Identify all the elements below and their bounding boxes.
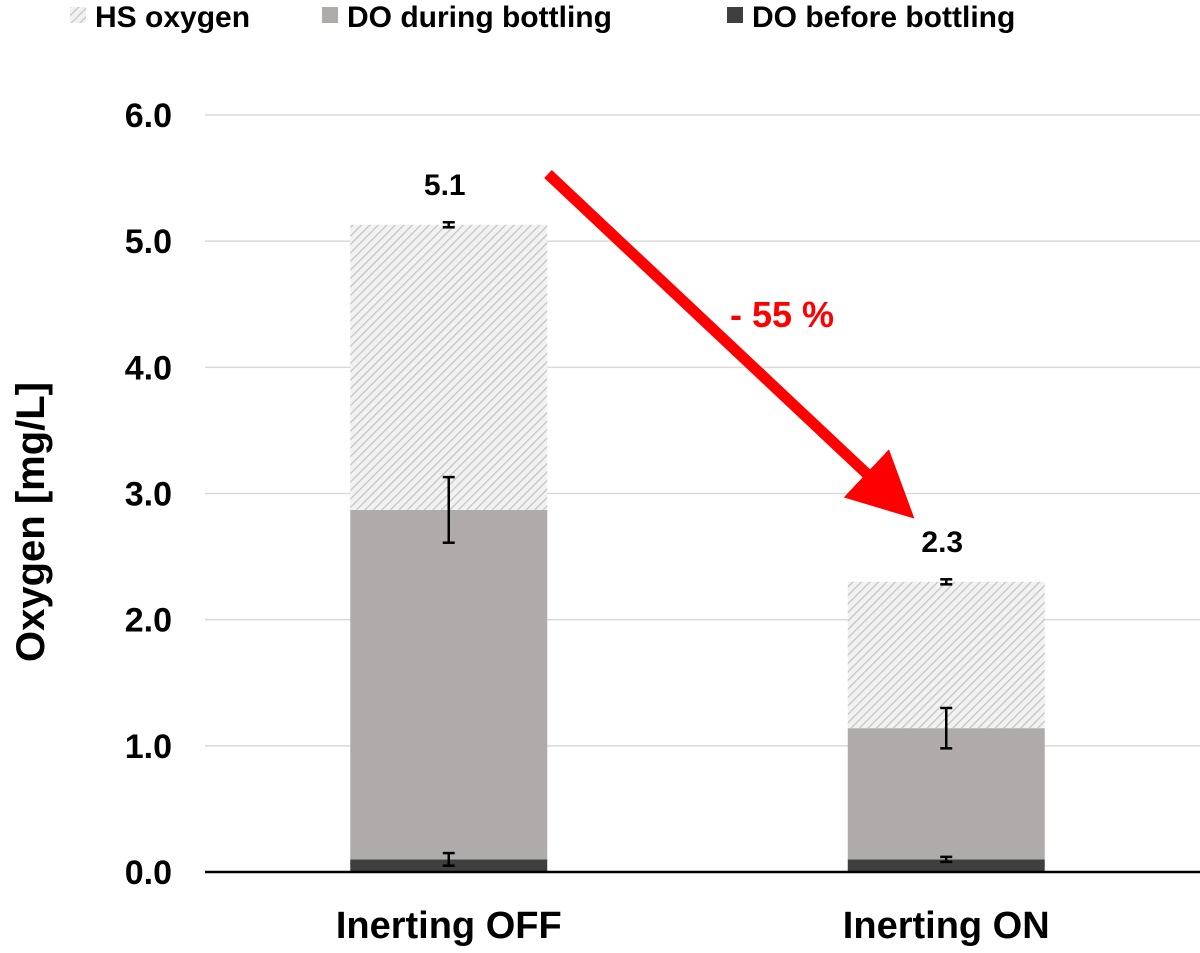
legend: HS oxygen DO during bottling DO before bot…	[70, 1, 1015, 34]
bar-segment-hs-oxygen	[847, 581, 1045, 729]
x-category-label: Inerting OFF	[336, 905, 562, 947]
y-tick-label: 0.0	[125, 854, 172, 892]
y-axis-label: Oxygen [mg/L]	[9, 382, 53, 662]
y-axis-ticks: 0.0 1.0 2.0 3.0 4.0 5.0 6.0	[125, 97, 172, 892]
y-tick-label: 6.0	[125, 97, 172, 135]
y-tick-label: 4.0	[125, 349, 172, 387]
error-bar-do-during-bottling	[442, 475, 455, 544]
legend-label: DO before bottling	[752, 1, 1015, 34]
total-label: 2.3	[921, 526, 963, 559]
bar-segment-do-during-bottling	[350, 509, 548, 860]
total-label: 5.1	[424, 169, 466, 202]
total-labels: 5.1 2.3	[424, 169, 963, 559]
legend-item-do-before-bottling: DO before bottling	[727, 1, 1015, 34]
error-bar-do-before-bottling	[940, 855, 953, 864]
y-tick-label: 5.0	[125, 223, 172, 261]
y-tick-label: 1.0	[125, 728, 172, 766]
bar-segment-hs-oxygen	[350, 224, 548, 510]
error-bar-do-during-bottling	[940, 706, 953, 750]
error-bar-hs-oxygen	[940, 578, 953, 586]
reduction-arrow	[544, 169, 915, 519]
legend-swatch	[727, 7, 743, 23]
y-tick-label: 2.0	[125, 602, 172, 640]
legend-swatch	[322, 7, 338, 23]
bar-segment-do-before-bottling	[847, 859, 1045, 872]
x-category-label: Inerting ON	[843, 905, 1050, 947]
y-tick-label: 3.0	[125, 476, 172, 514]
error-bar-hs-oxygen	[442, 220, 455, 229]
x-axis-categories: Inerting OFF Inerting ON	[336, 905, 1050, 947]
legend-label: DO during bottling	[347, 1, 612, 34]
legend-label: HS oxygen	[95, 1, 250, 34]
legend-item-do-during-bottling: DO during bottling	[322, 1, 612, 34]
bars	[350, 224, 1045, 872]
legend-swatch	[70, 7, 86, 23]
error-bar-do-before-bottling	[442, 851, 455, 867]
reduction-annotation: - 55 %	[730, 294, 834, 335]
error-bars	[442, 220, 953, 867]
legend-item-hs-oxygen: HS oxygen	[70, 1, 250, 34]
bar-segment-do-during-bottling	[847, 728, 1045, 860]
